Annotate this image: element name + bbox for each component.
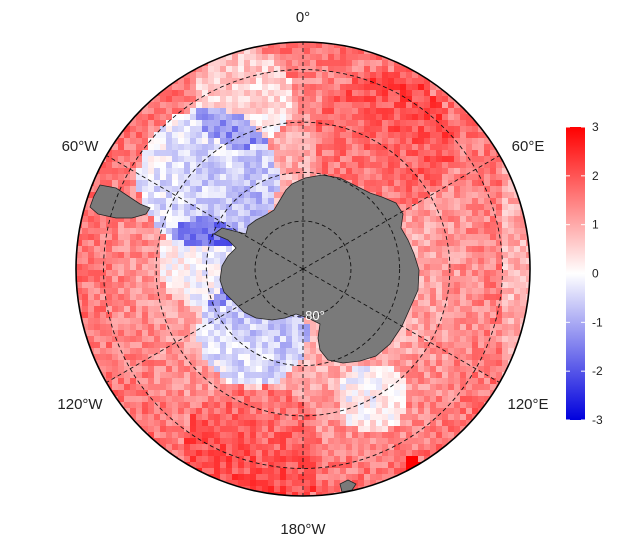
antarctica-landmass bbox=[89, 174, 420, 493]
latitude-label-80: 80° bbox=[305, 308, 325, 323]
colorbar-tick-label: -3 bbox=[592, 413, 603, 427]
colorbar-ticks: 3 2 1 0 -1 -2 -3 bbox=[566, 120, 603, 427]
longitude-label-120w: 120°W bbox=[57, 396, 103, 413]
colorbar-tick-label: 2 bbox=[592, 169, 599, 183]
longitude-label-120e: 120°E bbox=[507, 396, 548, 413]
graticule-meridian-line bbox=[302, 268, 500, 383]
colorbar-tick-label: 0 bbox=[592, 267, 599, 281]
colorbar-tick-label: 3 bbox=[592, 120, 599, 134]
longitude-label-0: 0° bbox=[296, 9, 310, 26]
colorbar-tick-label: 1 bbox=[592, 218, 599, 232]
longitude-labels: 0° 60°E 120°E 180°W 120°W 60°W bbox=[57, 9, 548, 538]
graticule bbox=[103, 42, 503, 496]
map-boundary bbox=[75, 41, 531, 497]
south-america-landmass bbox=[89, 184, 151, 219]
colorbar: 3 2 1 0 -1 -2 -3 bbox=[566, 120, 603, 427]
graticule-latitude-circle bbox=[254, 220, 352, 318]
colorbar-gradient bbox=[566, 127, 585, 420]
graticule-meridian-line bbox=[302, 155, 500, 270]
graticule-latitude-circle bbox=[205, 171, 401, 367]
longitude-label-60e: 60°E bbox=[512, 138, 545, 155]
colorbar-tick-label: -2 bbox=[592, 364, 603, 378]
graticule-meridian-line bbox=[106, 155, 304, 270]
colorbar-tick-label: -1 bbox=[592, 315, 603, 329]
graticule-latitude-circle bbox=[155, 121, 451, 417]
graticule-meridian-line bbox=[106, 268, 304, 383]
longitude-label-180: 180°W bbox=[280, 521, 326, 538]
new-zealand-landmass bbox=[339, 479, 357, 493]
longitude-label-60w: 60°W bbox=[62, 138, 100, 155]
